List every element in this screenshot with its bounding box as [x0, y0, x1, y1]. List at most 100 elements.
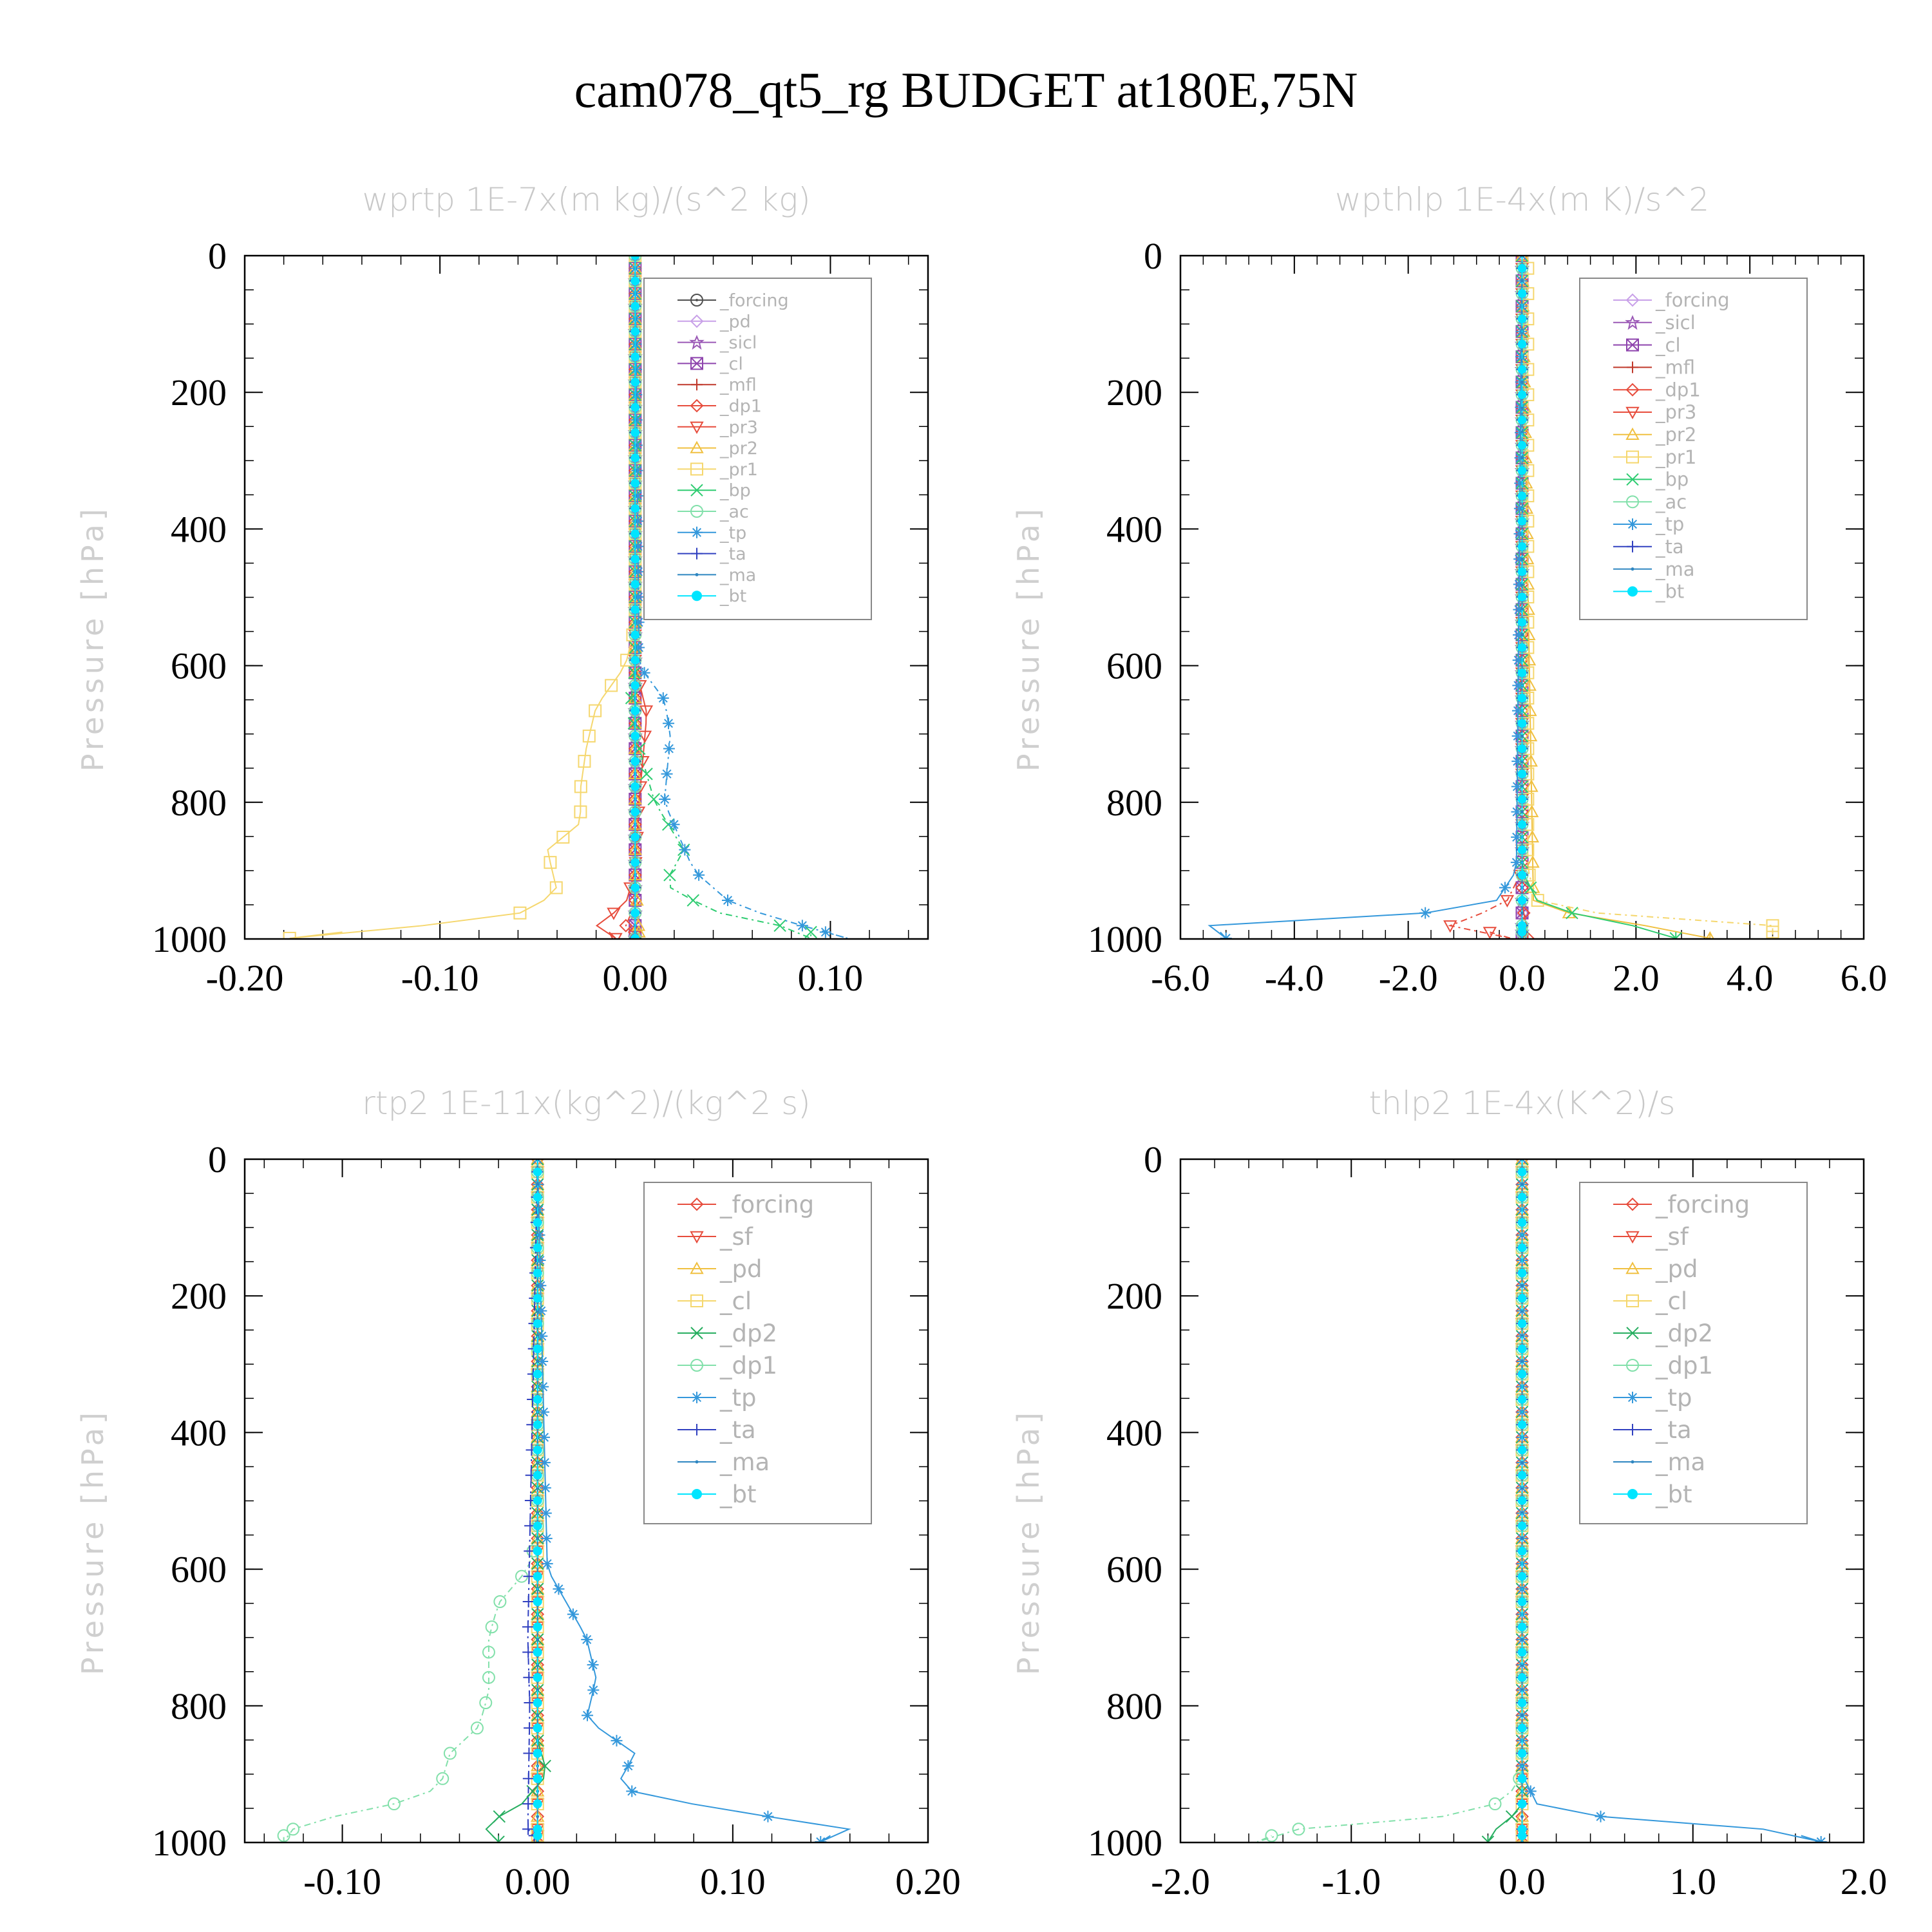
y-tick-label: 600 [1106, 1549, 1162, 1591]
legend-label: _pd [719, 312, 751, 332]
data-point [567, 1608, 579, 1620]
legend-marker [690, 294, 703, 307]
legend-label: _ma [1655, 558, 1695, 580]
data-point [540, 1532, 553, 1544]
data-point [1520, 456, 1524, 460]
data-point [1520, 1359, 1524, 1363]
data-point [1511, 781, 1523, 793]
data-point [1766, 925, 1779, 939]
data-point [538, 1457, 551, 1469]
data-point [638, 730, 652, 743]
data-point [630, 706, 640, 715]
data-point [522, 1596, 535, 1607]
x-tick-label: 6.0 [1841, 957, 1888, 999]
data-point [522, 1621, 534, 1633]
data-point [540, 1507, 552, 1519]
data-point [533, 1698, 542, 1708]
y-tick-label: 200 [171, 372, 227, 413]
y-tick-label: 1000 [152, 918, 227, 960]
series-line [1448, 256, 1523, 939]
x-tick-label: 2.0 [1841, 1861, 1888, 1902]
data-point [630, 453, 640, 463]
data-point [1515, 1835, 1529, 1842]
legend-label: _dp1 [719, 1352, 777, 1379]
legend-marker [690, 484, 703, 497]
data-point [538, 1759, 551, 1772]
data-point [1517, 516, 1527, 526]
data-point [536, 1182, 540, 1186]
x-tick-label: -1.0 [1321, 1861, 1381, 1902]
data-point [1517, 1243, 1527, 1253]
chart-panel-4: thlp2 1E-4x(K^2)/s Pressure [hPa] 0 200 400 6… [1011, 1084, 1887, 1902]
data-point [663, 743, 675, 755]
legend-marker [690, 462, 703, 476]
legend-marker [695, 1460, 699, 1464]
legend-marker [690, 1231, 704, 1244]
data-point [1705, 931, 1715, 939]
panel-title: wpthlp 1E-4x(m K)/s^2 [1335, 181, 1709, 218]
data-point [493, 1810, 506, 1823]
series-bt [1517, 256, 1527, 938]
data-point [1517, 921, 1527, 931]
data-point [533, 1293, 542, 1303]
data-point [493, 1595, 507, 1608]
plot-frame [1179, 254, 1865, 940]
data-point [630, 504, 640, 513]
data-point [523, 1570, 535, 1582]
legend-label: _ma [719, 1448, 770, 1476]
data-point [630, 757, 640, 766]
data-point [1520, 1815, 1524, 1819]
data-point [1517, 1218, 1527, 1227]
data-point [762, 1810, 774, 1823]
data-point [1566, 906, 1578, 920]
data-point [1511, 806, 1523, 818]
data-point [479, 1696, 493, 1710]
data-point [522, 1646, 535, 1658]
legend-label: _tp [1655, 513, 1684, 535]
y-tick-label: 400 [1106, 508, 1162, 550]
data-point [1517, 491, 1527, 500]
data-point [533, 1596, 542, 1606]
data-point [630, 352, 640, 362]
data-point [638, 667, 650, 679]
legend-label: _forcing [1655, 289, 1730, 311]
data-point [1517, 1470, 1527, 1480]
x-tick-label: 1.0 [1670, 1861, 1717, 1902]
data-point [1517, 719, 1527, 728]
legend-marker [690, 1327, 703, 1340]
data-point [693, 869, 705, 881]
x-tick-label: -4.0 [1265, 957, 1324, 999]
data-point [536, 1359, 540, 1363]
x-tick-label: -6.0 [1151, 957, 1210, 999]
legend-label: _bt [1655, 1481, 1692, 1508]
data-point [1511, 730, 1524, 742]
data-point [1520, 1511, 1524, 1515]
data-point [1517, 1831, 1527, 1841]
data-point [1517, 744, 1527, 753]
y-axis-label: Pressure [hPa] [1011, 1408, 1046, 1675]
data-point [1511, 705, 1524, 717]
x-tick-label: 0.20 [895, 1861, 961, 1902]
data-point [1517, 365, 1527, 374]
data-point [1517, 1394, 1527, 1404]
data-point [630, 377, 640, 387]
data-point [773, 919, 786, 933]
plot-frame [1179, 1158, 1865, 1844]
data-point [533, 1167, 542, 1177]
legend-marker [1627, 1392, 1638, 1403]
data-point [582, 729, 596, 743]
data-point [1513, 502, 1526, 515]
data-point [587, 1684, 600, 1696]
data-point [1520, 279, 1524, 283]
legend-marker [1627, 518, 1638, 530]
series-group [1208, 256, 1779, 939]
data-point [1265, 1829, 1278, 1842]
data-point [287, 1823, 300, 1836]
data-point [533, 1243, 542, 1253]
plot-frame [243, 254, 929, 940]
chart-panel-1: wprtp 1E-7x(m kg)/(s^2 kg) Pressure [hPa]… [75, 181, 929, 999]
data-point [536, 1486, 540, 1490]
data-point [1520, 810, 1524, 814]
data-point [630, 327, 640, 336]
